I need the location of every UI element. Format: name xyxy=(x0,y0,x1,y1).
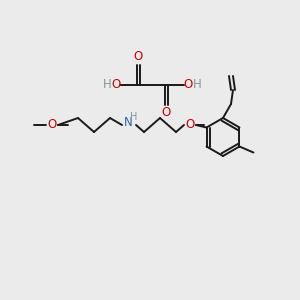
Text: O: O xyxy=(183,79,193,92)
Text: H: H xyxy=(193,79,201,92)
Text: O: O xyxy=(47,118,57,131)
Text: N: N xyxy=(124,116,132,130)
Text: O: O xyxy=(185,118,195,131)
Text: H: H xyxy=(103,79,111,92)
Text: O: O xyxy=(161,106,171,119)
Text: O: O xyxy=(111,79,121,92)
Text: H: H xyxy=(130,112,138,122)
Text: O: O xyxy=(134,50,142,64)
